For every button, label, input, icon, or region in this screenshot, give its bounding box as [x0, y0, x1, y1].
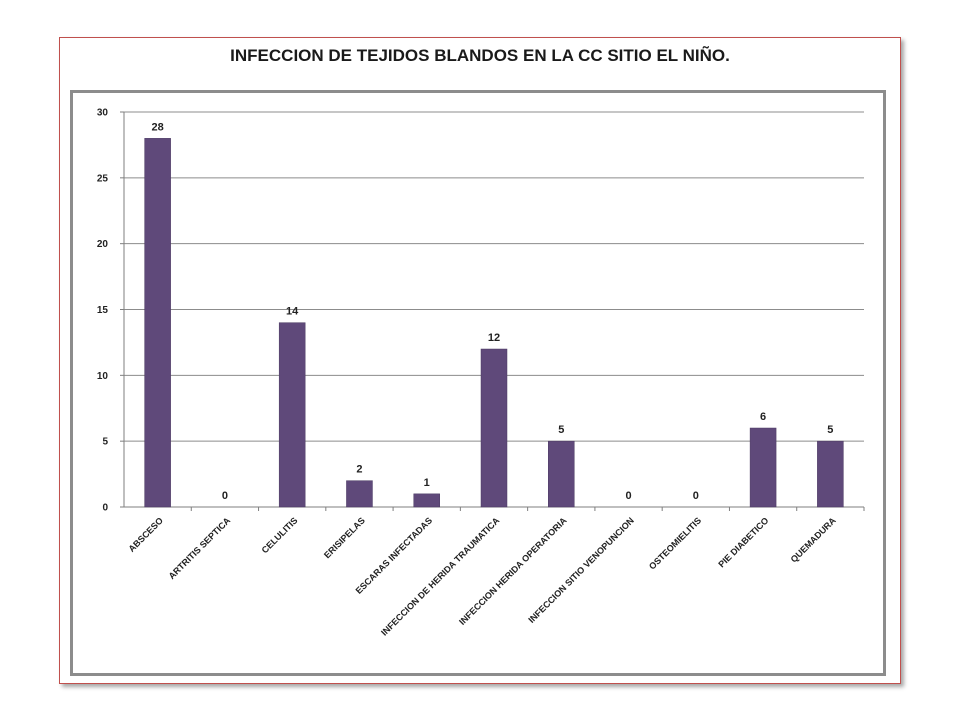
- category-label: INFECCION DE HERIDA TRAUMATICA: [379, 515, 502, 638]
- bar: [278, 322, 306, 508]
- bar: [413, 493, 440, 508]
- y-tick-label: 0: [102, 503, 108, 514]
- data-label: 6: [760, 411, 766, 423]
- category-label: ARTRITIS SEPTICA: [167, 515, 233, 581]
- plot-area-frame: [70, 90, 886, 676]
- data-label: 5: [827, 424, 833, 436]
- category-label: OSTEOMIELITIS: [647, 515, 703, 571]
- bar: [346, 480, 373, 508]
- data-label: 2: [356, 464, 362, 476]
- category-label: QUEMADURA: [789, 515, 838, 564]
- y-tick-label: 10: [97, 371, 109, 382]
- category-label: INFECCION SITIO VENOPUNCION: [526, 515, 636, 625]
- data-label: 14: [286, 306, 299, 318]
- bar: [749, 427, 777, 508]
- bar: [480, 348, 508, 508]
- category-label: CELULITIS: [260, 515, 300, 555]
- y-tick-label: 5: [102, 437, 108, 448]
- data-label: 0: [625, 490, 631, 502]
- data-label: 28: [152, 121, 164, 133]
- category-label: ERISIPELAS: [322, 515, 367, 560]
- y-tick-label: 25: [97, 173, 109, 184]
- y-tick-label: 30: [97, 108, 109, 119]
- data-label: 12: [488, 332, 500, 344]
- data-label: 5: [558, 424, 564, 436]
- chart-title: INFECCION DE TEJIDOS BLANDOS EN LA CC SI…: [230, 46, 730, 65]
- bar: [817, 440, 844, 508]
- category-label: INFECCION HERIDA OPERATORIA: [457, 515, 569, 627]
- category-label: PIE DIABETICO: [716, 515, 770, 569]
- data-label: 1: [424, 477, 430, 489]
- category-label: ESCARAS INFECTADAS: [354, 515, 434, 595]
- category-label: ABSCESO: [127, 515, 166, 554]
- data-label: 0: [693, 490, 699, 502]
- y-tick-label: 15: [97, 305, 109, 316]
- bars: [144, 138, 844, 508]
- data-label: 0: [222, 490, 228, 502]
- bar: [548, 440, 575, 508]
- bar: [144, 138, 171, 508]
- y-tick-label: 20: [97, 239, 109, 250]
